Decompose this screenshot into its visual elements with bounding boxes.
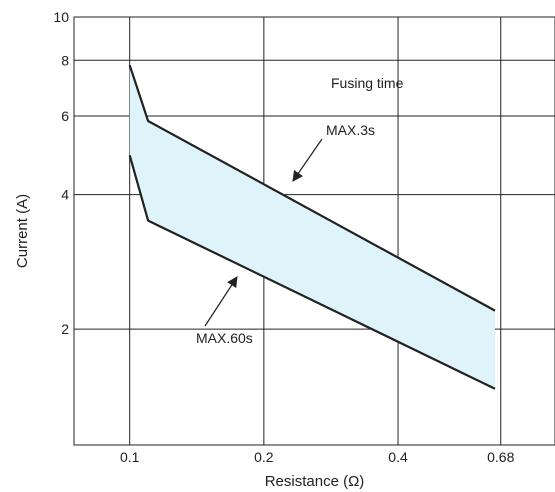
max-3s-curve [128, 64, 496, 312]
y-tick-label: 6 [61, 108, 69, 124]
tick-labels: 0.1 0.2 0.4 0.68 2 4 6 8 10 [53, 9, 514, 465]
plot-frame [73, 16, 555, 446]
max-60s-label: MAX.60s [196, 330, 253, 346]
y-tick-label: 10 [53, 9, 69, 25]
y-tick-label: 4 [61, 187, 69, 203]
y-tick-label: 8 [61, 52, 69, 68]
x-tick-label: 0.68 [487, 449, 514, 465]
fusing-time-label: Fusing time [331, 75, 404, 91]
y-tick-label: 2 [61, 321, 69, 337]
x-tick-label: 0.1 [120, 449, 140, 465]
max-60s-curve [128, 155, 496, 390]
y-axis-label: Current (A) [14, 194, 31, 268]
x-tick-label: 0.4 [388, 449, 408, 465]
x-tick-label: 0.2 [254, 449, 274, 465]
fusing-time-band-fill [129, 65, 495, 389]
x-axis-label: Resistance (Ω) [265, 473, 365, 490]
max-60s-arrow [204, 276, 238, 327]
max-3s-arrow [292, 138, 323, 182]
max-3s-label: MAX.3s [326, 122, 375, 138]
series-lines [128, 64, 496, 390]
